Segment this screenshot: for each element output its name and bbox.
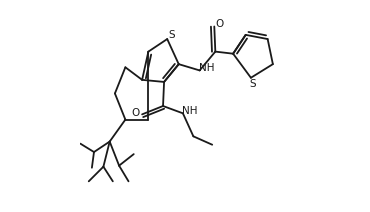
Text: NH: NH bbox=[199, 63, 214, 73]
Text: NH: NH bbox=[182, 106, 197, 116]
Text: S: S bbox=[168, 30, 175, 40]
Text: O: O bbox=[215, 20, 223, 29]
Text: S: S bbox=[250, 79, 256, 89]
Text: O: O bbox=[132, 108, 140, 118]
